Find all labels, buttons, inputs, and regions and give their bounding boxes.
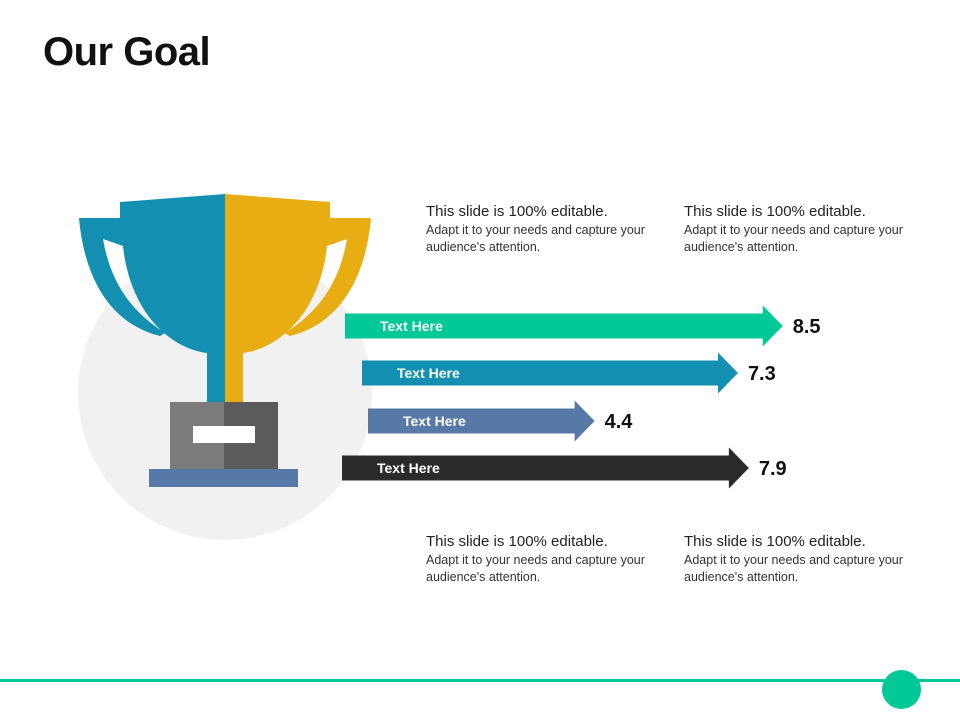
- trophy-nameplate: [193, 426, 255, 443]
- trophy-cup-left: [79, 194, 225, 404]
- trophy-base-plate: [149, 469, 298, 487]
- bar-value-label-3: 4.4: [605, 411, 634, 433]
- bar-category-label-1: Text Here: [380, 318, 443, 334]
- footer-line: [0, 679, 960, 682]
- text-block-top-left: This slide is 100% editable. Adapt it to…: [426, 203, 666, 256]
- text-block-body: Adapt it to your needs and capture your …: [426, 553, 645, 584]
- trophy-cup-right: [225, 194, 371, 404]
- bar-category-label-2: Text Here: [397, 365, 460, 381]
- text-block-top-right: This slide is 100% editable. Adapt it to…: [684, 203, 924, 256]
- text-block-body: Adapt it to your needs and capture your …: [426, 223, 645, 254]
- text-block-heading: This slide is 100% editable.: [426, 203, 608, 220]
- bar-value-label-4: 7.9: [759, 458, 787, 480]
- bar-arrow-1: [345, 305, 783, 347]
- bar-arrow-2: [362, 352, 738, 394]
- bar-arrow-4: [342, 447, 749, 489]
- text-block-bottom-left: This slide is 100% editable. Adapt it to…: [426, 533, 666, 586]
- bar-value-label-2: 7.3: [748, 363, 776, 385]
- text-block-body: Adapt it to your needs and capture your …: [684, 223, 903, 254]
- text-block-bottom-right: This slide is 100% editable. Adapt it to…: [684, 533, 924, 586]
- trophy-icon: [79, 194, 371, 487]
- page-title: Our Goal: [43, 30, 211, 74]
- bar-value-label-1: 8.5: [793, 316, 821, 338]
- text-block-body: Adapt it to your needs and capture your …: [684, 553, 903, 584]
- text-block-heading: This slide is 100% editable.: [426, 533, 608, 550]
- text-block-heading: This slide is 100% editable.: [684, 533, 866, 550]
- bar-category-label-3: Text Here: [403, 413, 466, 429]
- bars-layer: Text Here 8.5 Text Here 7.3 Text Here 4.4 Text…: [342, 305, 821, 489]
- bar-category-label-4: Text Here: [377, 460, 440, 476]
- text-block-heading: This slide is 100% editable.: [684, 203, 866, 220]
- bar-arrow-3: [368, 400, 595, 442]
- footer-dot: [882, 670, 921, 709]
